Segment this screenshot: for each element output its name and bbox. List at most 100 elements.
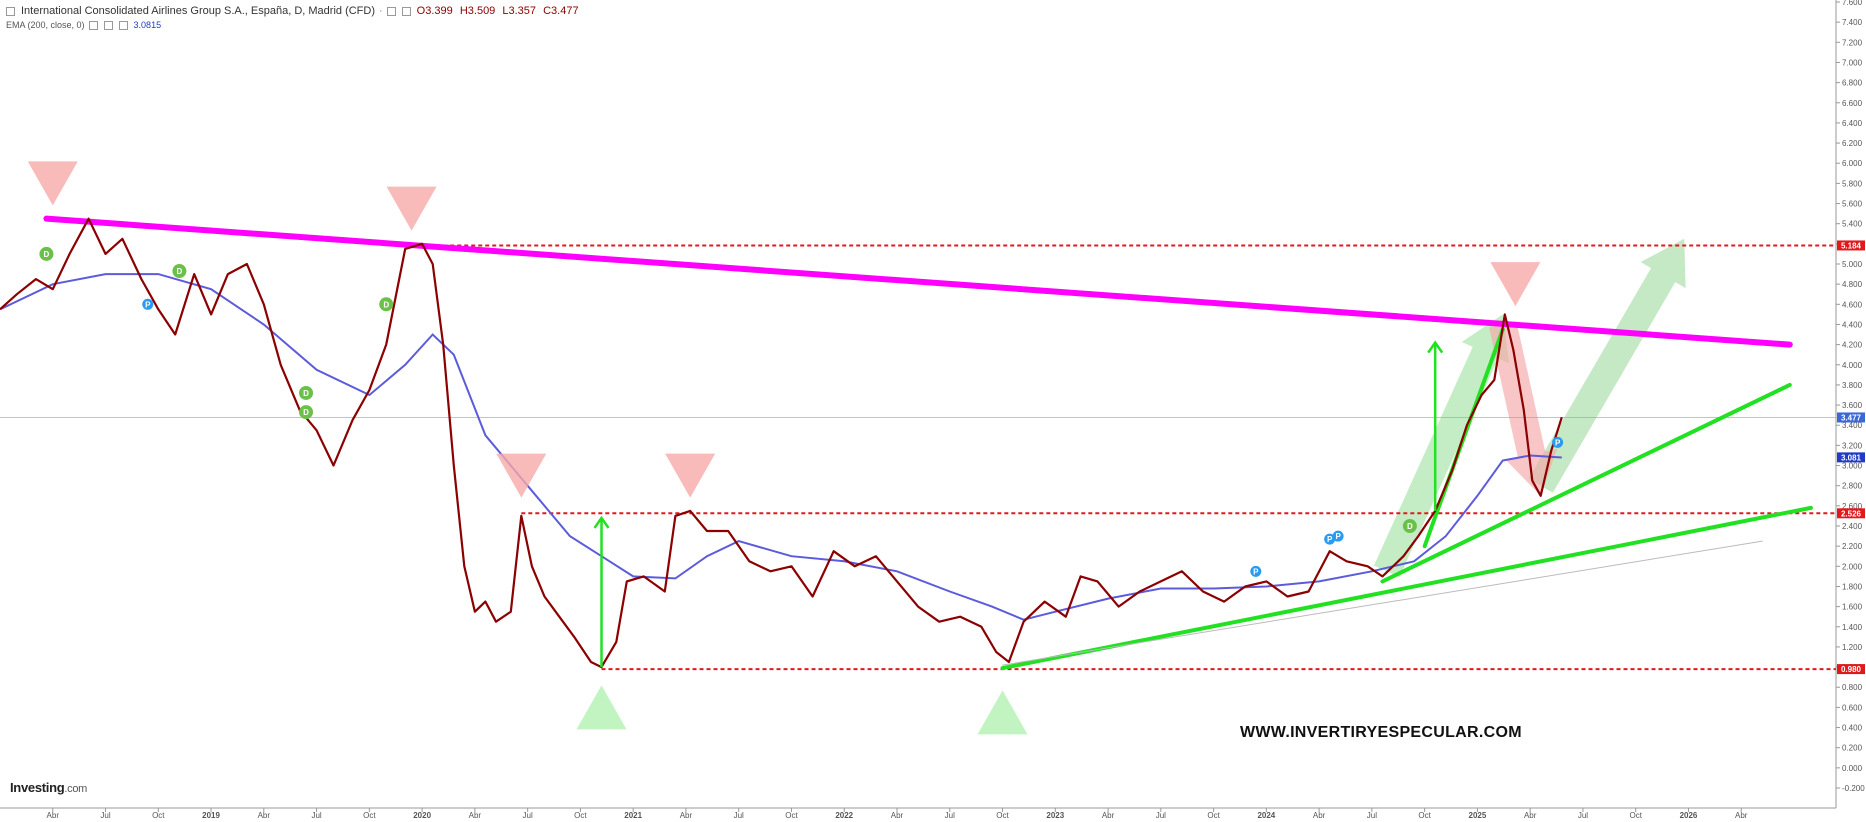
x-tick-label: Abr — [1313, 811, 1326, 820]
sell-triangle-icon — [496, 453, 547, 498]
x-tick-label: Jul — [1367, 811, 1377, 820]
split-icon — [1332, 530, 1344, 542]
y-tick-label: 5.600 — [1842, 200, 1863, 209]
fat-up-arrow — [1528, 238, 1686, 493]
y-tick-label: 5.000 — [1842, 260, 1863, 269]
dividend-icon — [39, 246, 54, 261]
settings-icon[interactable] — [386, 6, 396, 16]
x-tick-label: Abr — [1524, 811, 1537, 820]
dividend-label: D — [303, 389, 309, 398]
x-tick-label: Oct — [1629, 811, 1642, 820]
ema-line — [0, 273, 1562, 621]
indicator-name: EMA (200, close, 0) — [6, 20, 85, 30]
y-tick-label: 7.400 — [1842, 18, 1863, 27]
y-tick-label: 2.400 — [1842, 522, 1863, 531]
header-separator: · — [379, 5, 383, 17]
logo-suffix: .com — [64, 783, 88, 795]
high-value: H3.509 — [459, 5, 496, 17]
x-tick-label: Abr — [258, 811, 271, 820]
level-tag-text: 5.184 — [1841, 241, 1862, 250]
chart-title-bar: International Consolidated Airlines Grou… — [6, 5, 583, 17]
dividend-icon — [172, 264, 187, 279]
y-tick-label: 6.600 — [1842, 99, 1863, 108]
dividend-icon — [1402, 519, 1417, 533]
x-tick-label: 2021 — [624, 811, 642, 820]
dividend-label: D — [44, 250, 50, 259]
x-tick-label: Abr — [1735, 811, 1748, 820]
y-tick-label: 1.600 — [1842, 603, 1863, 612]
indicator-settings-icon[interactable] — [103, 20, 113, 30]
x-tick-label: Abr — [891, 811, 904, 820]
y-tick-label: 1.200 — [1842, 643, 1863, 652]
dividend-label: D — [1407, 522, 1413, 531]
sell-triangle-icon — [665, 453, 716, 498]
fat-up-arrow — [1373, 314, 1510, 578]
dividend-label: D — [177, 267, 183, 276]
x-tick-label: 2022 — [835, 811, 853, 820]
x-tick-label: Abr — [680, 811, 693, 820]
y-tick-label: 5.800 — [1842, 179, 1863, 188]
current-tag-text: 3.081 — [1841, 453, 1862, 462]
collapse-icon[interactable] — [6, 6, 15, 16]
x-tick-label: Oct — [1207, 811, 1220, 820]
y-tick-label: 0.800 — [1842, 683, 1863, 692]
y-tick-label: 2.800 — [1842, 482, 1863, 491]
split-label: P — [1335, 532, 1341, 541]
level-tag-bg — [1837, 240, 1865, 251]
y-tick-label: 1.800 — [1842, 582, 1863, 591]
open-value: O3.399 — [416, 5, 453, 17]
split-label: P — [1327, 535, 1333, 544]
low-value: L3.357 — [502, 5, 537, 17]
y-tick-label: 3.600 — [1842, 401, 1863, 410]
y-tick-label: 6.000 — [1842, 159, 1863, 168]
up-arrow-head — [1427, 340, 1444, 354]
x-tick-label: 2026 — [1680, 811, 1698, 820]
dividend-icon — [299, 385, 314, 400]
y-tick-label: 5.400 — [1842, 220, 1863, 229]
x-tick-label: Oct — [152, 811, 165, 820]
y-tick-label: 3.000 — [1842, 462, 1863, 471]
x-tick-label: Abr — [469, 811, 482, 820]
x-tick-label: Oct — [1418, 811, 1431, 820]
up-arrow-head — [593, 515, 610, 529]
y-tick-label: 0.000 — [1842, 764, 1863, 773]
series — [0, 217, 1563, 669]
current-tag-bg — [1837, 452, 1865, 463]
x-tick-label: Oct — [363, 811, 376, 820]
y-tick-label: 6.200 — [1842, 139, 1863, 148]
split-icon — [1250, 565, 1262, 577]
x-tick-label: Oct — [996, 811, 1009, 820]
x-tick-label: Abr — [1102, 811, 1115, 820]
x-tick-label: Jul — [1156, 811, 1166, 820]
sell-triangle-icon — [1490, 262, 1541, 307]
y-tick-label: 7.600 — [1842, 0, 1863, 7]
x-axis: Abr Jul Oct 2019 Abr Jul Oct 2020 Abr Jul Oct 2021 A… — [47, 808, 1748, 820]
support-trendline — [1380, 382, 1792, 584]
dividend-icon — [379, 297, 394, 312]
indicator-close-icon[interactable] — [118, 20, 128, 30]
y-tick-label: 6.400 — [1842, 119, 1863, 128]
current-tag-bg — [1837, 412, 1865, 423]
y-tick-label: 1.400 — [1842, 623, 1863, 632]
thin-trendline — [1002, 540, 1763, 666]
y-tick-label: 0.600 — [1842, 703, 1863, 712]
instrument-title: International Consolidated Airlines Grou… — [21, 5, 375, 17]
indicator-eye-icon[interactable] — [88, 20, 98, 30]
y-tick-label: 7.000 — [1842, 58, 1863, 67]
dividend-label: D — [303, 408, 309, 417]
level-tag-text: 0.980 — [1841, 665, 1862, 674]
y-tick-label: 0.200 — [1842, 744, 1863, 753]
x-tick-label: Jul — [100, 811, 110, 820]
hide-icon[interactable] — [401, 6, 411, 16]
y-tick-label: 4.800 — [1842, 280, 1863, 289]
y-tick-label: 4.600 — [1842, 300, 1863, 309]
indicator-value: 3.0815 — [133, 20, 162, 30]
level-tag-bg — [1837, 664, 1865, 675]
current-tag-text: 3.477 — [1841, 413, 1862, 422]
x-tick-label: 2025 — [1469, 811, 1487, 820]
y-tick-label: 7.200 — [1842, 38, 1863, 47]
x-tick-label: Jul — [945, 811, 955, 820]
investing-logo: Investing.com — [10, 780, 87, 795]
